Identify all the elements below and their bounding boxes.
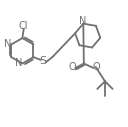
Text: O: O	[92, 62, 100, 72]
Text: Cl: Cl	[19, 21, 28, 31]
Text: N: N	[15, 59, 23, 68]
Text: S: S	[40, 56, 47, 66]
Text: O: O	[69, 62, 77, 72]
Text: N: N	[79, 16, 86, 26]
Text: N: N	[4, 39, 11, 49]
